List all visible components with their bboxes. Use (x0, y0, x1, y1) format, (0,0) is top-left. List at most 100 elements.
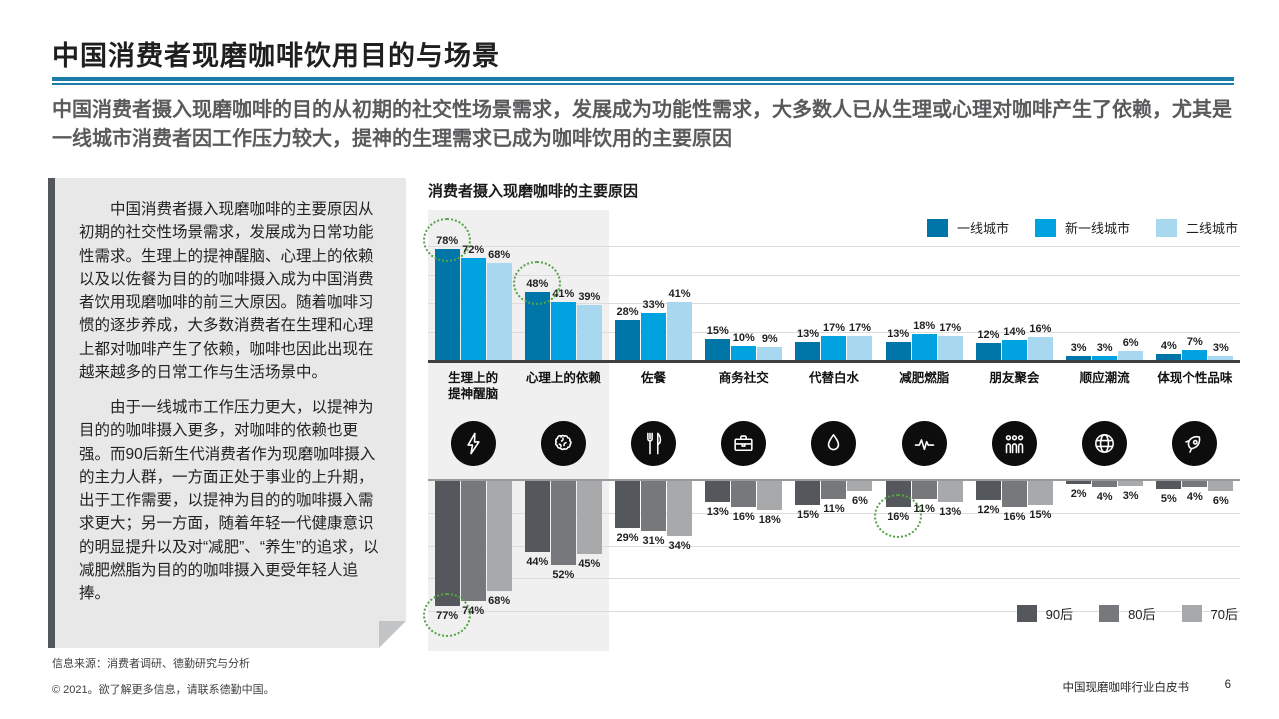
bar-value-wrap: 17% (823, 318, 845, 336)
bar-group: 68% (486, 245, 512, 360)
legend-label: 90后 (1045, 607, 1074, 622)
bar-value-label: 13% (939, 506, 962, 519)
bar-value-label: 2% (1070, 488, 1087, 501)
category-label: 朋友聚会 (989, 371, 1040, 385)
bar (1001, 340, 1027, 360)
gridline (428, 610, 1240, 612)
bar-group: 5% (1156, 481, 1182, 507)
highlight-circle: 78% (436, 231, 458, 249)
bar-value-wrap: 18% (759, 510, 781, 528)
icon-cell (879, 407, 969, 479)
gridline (428, 513, 1240, 515)
bar-value-wrap: 44% (526, 552, 548, 570)
bar-value-label: 28% (616, 306, 639, 319)
bar-value-wrap: 33% (643, 295, 665, 313)
commentary-paragraph-2: 由于一线城市工作压力更大，以提神为目的的咖啡摄入更多，对咖啡的依赖也更强。而90… (79, 399, 379, 602)
bar-group: 13% (795, 324, 821, 360)
bar-group: 18% (757, 481, 783, 528)
bar-value-label: 15% (1029, 509, 1052, 522)
legend-swatch (1155, 218, 1177, 237)
bar-value-label: 29% (616, 531, 639, 544)
bar-value-label: 5% (1160, 493, 1177, 506)
bar (1118, 481, 1144, 486)
bar (1118, 351, 1144, 360)
bar-group: 68% (486, 481, 512, 609)
bar-value-wrap: 7% (1187, 332, 1203, 350)
gridline (428, 274, 1240, 276)
bar-value-label: 31% (642, 535, 665, 548)
bar-group: 78% (434, 231, 460, 360)
bar (821, 335, 847, 360)
category-column-bottom: 44% 52% 45% (518, 481, 608, 653)
bar-group: 45% (576, 481, 602, 572)
bar-value-wrap: 52% (552, 565, 574, 583)
bar-group: 2% (1066, 481, 1092, 502)
bar (1156, 481, 1182, 490)
bar (576, 304, 602, 360)
bar (1208, 481, 1234, 491)
bar-group: 34% (667, 481, 693, 554)
category-column-bottom: 77% 74% 68% (428, 481, 518, 653)
bar (460, 481, 486, 601)
category-column-top: 4% 7% 3% (1150, 210, 1240, 360)
bar-value-label: 18% (758, 514, 781, 527)
bar-value-wrap: 13% (887, 324, 909, 342)
bar-group: 17% (937, 318, 963, 360)
bar (757, 481, 783, 511)
bar-value-label: 4% (1186, 491, 1203, 504)
category-column-top: 13% 18% 17% (879, 210, 969, 360)
bar (911, 481, 937, 499)
bar-value-wrap: 16% (1029, 319, 1051, 337)
bar-group: 15% (795, 481, 821, 523)
generation-legend: 90后 80后 70后 (991, 604, 1238, 623)
bar (615, 481, 641, 528)
legend-swatch (1099, 605, 1120, 622)
icon-cell (1060, 407, 1150, 479)
bar-value-label: 44% (526, 556, 549, 569)
bar-value-wrap: 45% (578, 554, 600, 572)
bar-value-label: 13% (796, 327, 819, 340)
bar-group: 77% (434, 481, 460, 624)
city-legend: 一线城市 新一线城市 二线城市 (901, 218, 1238, 237)
category-column-bottom: 16% 11% 13% (879, 481, 969, 653)
bar (911, 334, 937, 360)
category-column-bottom: 5% 4% 6% (1150, 481, 1240, 653)
category-label: 心理上的依赖 (525, 371, 601, 385)
bar-group: 12% (975, 481, 1001, 518)
bar (615, 320, 641, 360)
bar (821, 481, 847, 499)
icon-cell (1150, 407, 1240, 479)
bar-value-label: 7% (1186, 336, 1203, 349)
page-subtitle: 中国消费者摄入现磨咖啡的目的从初期的社交性场景需求，发展成为功能性需求，大多数人… (52, 99, 1232, 150)
bar-group: 18% (911, 316, 937, 360)
bar-value-label: 16% (1029, 323, 1052, 336)
bar (1027, 481, 1053, 506)
bar (937, 481, 963, 503)
bar-group: 41% (550, 284, 576, 360)
people-icon (991, 420, 1037, 466)
bar-value-wrap: 4% (1187, 487, 1203, 505)
bar-value-wrap: 17% (849, 318, 871, 336)
bar (1027, 337, 1053, 360)
bar-value-wrap: 3% (1097, 338, 1113, 356)
city-bars-row: 78% 72% 68% 48% 41% 39% 28% 33% 41% 15% 10% 9% 13% 17… (428, 210, 1240, 363)
category-column-bottom: 12% 16% 15% (969, 481, 1059, 653)
bar (460, 257, 486, 360)
bar-value-wrap: 34% (669, 536, 691, 554)
category-column-top: 13% 17% 17% (789, 210, 879, 360)
bar-value-label: 18% (913, 320, 936, 333)
category-cell: 朋友聚会 (969, 363, 1059, 407)
bar-value-label: 4% (1096, 491, 1113, 504)
page-number: 6 (1224, 679, 1231, 691)
gridline (428, 303, 1240, 305)
bar-group: 16% (885, 481, 911, 525)
bar-value-wrap: 3% (1071, 338, 1087, 356)
gridline (428, 545, 1240, 547)
bar-value-wrap: 10% (733, 328, 755, 346)
commentary-panel: 中国消费者摄入现磨咖啡的主要原因从初期的社交性场景需求，发展成为日常功能性需求。… (48, 178, 406, 648)
legend-item: 90后 (1016, 604, 1074, 623)
chart-body: 78% 72% 68% 48% 41% 39% 28% 33% 41% 15% 10% 9% 13% 17… (428, 210, 1240, 651)
category-icons-row (428, 407, 1240, 479)
bar-value-wrap: 15% (707, 321, 729, 339)
bar (847, 335, 873, 360)
